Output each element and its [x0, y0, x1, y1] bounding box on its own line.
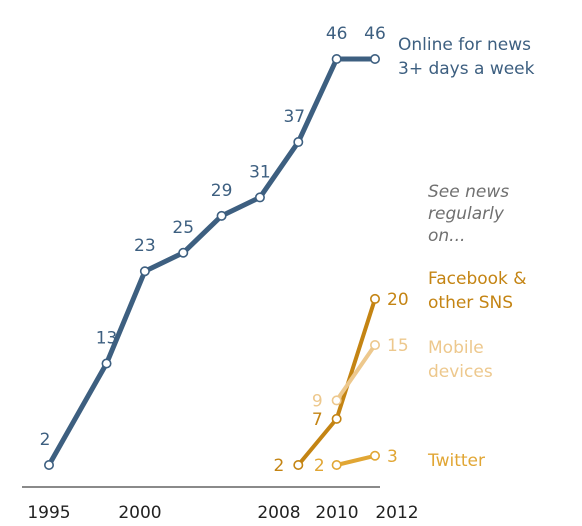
data-label: 23	[134, 236, 156, 256]
data-label: 2	[40, 430, 51, 450]
x-tick-label: 1995	[27, 503, 70, 523]
x-tick-label: 2012	[375, 503, 418, 523]
series-name-label: Twitter	[427, 451, 485, 471]
data-point	[293, 459, 304, 470]
data-label: 15	[387, 336, 409, 356]
series-line	[296, 296, 377, 467]
data-point	[369, 340, 380, 351]
data-label: 46	[326, 24, 348, 44]
data-label: 3	[387, 447, 398, 467]
data-point	[331, 413, 342, 424]
data-point	[139, 266, 150, 277]
x-tick-label: 2000	[118, 503, 161, 523]
data-label: 29	[211, 181, 233, 201]
series-name-label: Facebook & other SNS	[428, 269, 527, 313]
series-layer	[43, 53, 380, 470]
data-label: 7	[312, 410, 323, 430]
data-label: 2	[314, 456, 325, 476]
x-axis: 1995 2000 2008 2010 2012	[22, 486, 419, 523]
series-name-label: Online for news 3+ days a week	[398, 35, 535, 79]
data-point	[331, 395, 342, 406]
data-point	[43, 459, 54, 470]
data-point	[369, 450, 380, 461]
data-label: 2	[273, 456, 284, 476]
data-label: 37	[283, 107, 305, 127]
series-line	[46, 56, 378, 468]
data-point	[369, 53, 380, 64]
x-tick-label: 2008	[257, 503, 300, 523]
data-point	[369, 293, 380, 304]
data-point	[293, 137, 304, 148]
data-label: 9	[312, 391, 323, 411]
data-point	[178, 247, 189, 258]
data-point	[101, 358, 112, 369]
data-label: 13	[96, 329, 118, 349]
data-label: 46	[364, 24, 386, 44]
data-point	[254, 192, 265, 203]
data-point	[216, 210, 227, 221]
data-label: 25	[172, 218, 194, 238]
series-name-label: Mobile devices	[428, 338, 493, 382]
annotation-text: See news regularly on...	[428, 182, 509, 246]
series-line	[334, 343, 377, 403]
data-label: 31	[249, 162, 271, 182]
data-point	[331, 459, 342, 470]
series-line	[334, 453, 377, 467]
data-label: 20	[387, 290, 409, 310]
x-tick-label: 2010	[315, 503, 358, 523]
data-point	[331, 53, 342, 64]
